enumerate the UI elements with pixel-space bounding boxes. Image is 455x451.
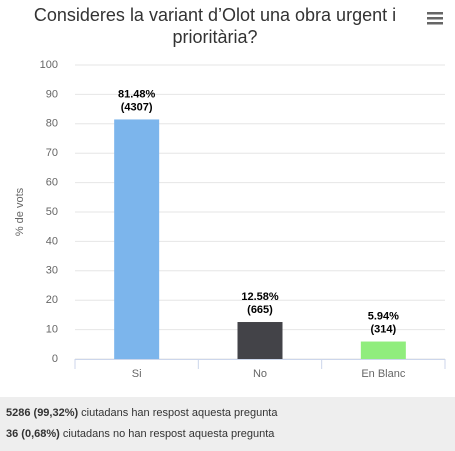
y-tick-label: 10 — [46, 324, 58, 336]
x-tick-label: En Blanc — [361, 368, 406, 380]
menu-icon[interactable] — [427, 12, 443, 25]
y-tick-label: 20 — [46, 294, 58, 306]
y-tick-label: 60 — [46, 177, 58, 189]
x-tick-label: Si — [132, 368, 142, 380]
menu-bar — [427, 22, 443, 25]
footer-line: 5286 (99,32%) ciutadans han respost aques… — [6, 407, 277, 419]
footer-line: 36 (0,68%) ciutadans no han respost aques… — [6, 428, 274, 440]
y-tick-label: 90 — [46, 88, 58, 100]
y-tick-label: 40 — [46, 235, 58, 247]
count-label: (314) — [370, 323, 396, 335]
menu-bar — [427, 12, 443, 15]
count-label: (4307) — [121, 101, 153, 113]
y-tick-label: 100 — [40, 59, 58, 71]
footer-count: 36 (0,68%) — [6, 428, 60, 440]
menu-bar — [427, 17, 443, 20]
footer-text: ciutadans han respost aquesta pregunta — [81, 407, 278, 419]
value-label: 12.58% — [241, 291, 279, 303]
value-label: 5.94% — [368, 310, 399, 322]
count-label: (665) — [247, 304, 273, 316]
value-label: 81.48% — [118, 88, 156, 100]
y-tick-label: 0 — [52, 353, 58, 365]
bar — [360, 341, 406, 359]
footer: 5286 (99,32%) ciutadans han respost aques… — [0, 397, 455, 451]
y-tick-label: 70 — [46, 147, 58, 159]
y-tick-label: 80 — [46, 118, 58, 130]
footer-text: ciutadans no han respost aquesta pregunt… — [62, 428, 275, 440]
chart: % de vots 0 10 20 30 40 50 60 70 80 90 100 Si 81.48%… — [14, 12, 446, 380]
x-tick-label: No — [253, 368, 267, 380]
footer-count: 5286 (99,32%) — [6, 407, 79, 419]
y-tick-label: 50 — [46, 206, 58, 218]
y-axis-title: % de vots — [14, 187, 26, 236]
bar — [114, 119, 160, 360]
y-tick-label: 30 — [46, 265, 58, 277]
chart-title: Consideres la variant d’Olot una obra ur… — [33, 5, 397, 47]
bar — [237, 322, 283, 359]
